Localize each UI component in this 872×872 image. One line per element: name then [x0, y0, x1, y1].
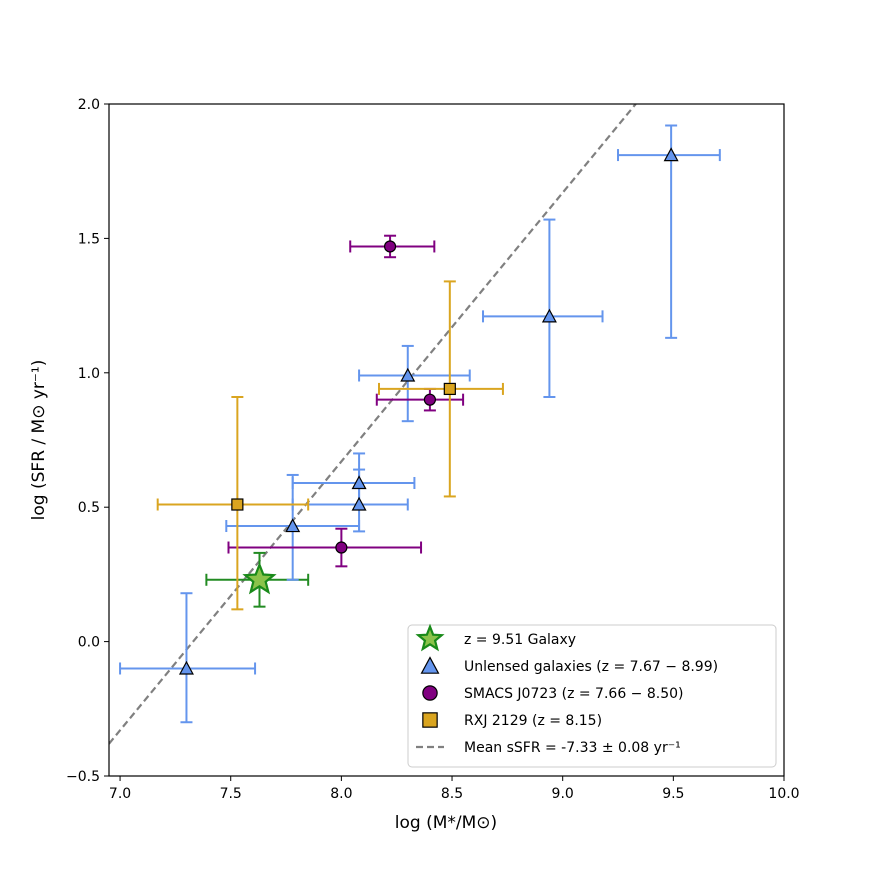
legend-box [407, 624, 777, 768]
error-bar [119, 592, 257, 724]
data-point-triangle [351, 496, 367, 511]
error-bar [291, 452, 416, 506]
y-axis-label: log (SFR / M⊙ yr⁻¹) [29, 360, 49, 521]
x-tick-label: 8.5 [441, 786, 463, 802]
x-axis-label: log (M*/M⊙) [395, 813, 497, 833]
error-bar [482, 218, 604, 398]
data-point-triangle [663, 147, 679, 162]
y-tick-label: 0.5 [78, 500, 100, 516]
legend: z = 9.51 Galaxy Unlensed galaxies (z = 7.… [407, 623, 777, 768]
x-tick-label: 7.5 [220, 786, 242, 802]
data-point-triangle [400, 367, 416, 382]
legend-star-swatch [415, 623, 445, 652]
error-bar [358, 344, 471, 423]
legend-label: Unlensed galaxies (z = 7.67 − 8.99) [464, 659, 718, 675]
error-bar [378, 280, 504, 498]
legend-square-swatch [422, 712, 438, 728]
data-point-circle [423, 393, 437, 406]
mean-ssfr-line [109, 104, 637, 745]
data-point-circle [335, 541, 348, 554]
markers-layer [178, 147, 679, 675]
x-tick-label: 10.0 [768, 786, 799, 802]
error-bar [291, 468, 409, 533]
data-point-square [443, 382, 456, 396]
y-tick-label: −0.5 [66, 769, 100, 785]
fit-line-layer [109, 104, 637, 745]
y-tick-label: 1.0 [78, 366, 100, 382]
data-point-star [242, 561, 277, 595]
plot-frame [108, 103, 785, 777]
error-bar [227, 527, 423, 568]
y-tick-label: 2.0 [78, 97, 100, 113]
y-tick-label: 0.0 [78, 635, 100, 651]
data-point-square [231, 498, 244, 511]
data-point-triangle [178, 660, 194, 675]
data-point-triangle [351, 475, 367, 490]
x-axis-ticks: 7.0 7.5 8.0 8.5 9.0 9.5 10.0 [109, 776, 800, 802]
legend-label: RXJ 2129 (z = 8.15) [464, 713, 602, 729]
legend-label: z = 9.51 Galaxy [464, 632, 576, 648]
x-tick-label: 9.0 [552, 786, 574, 802]
legend-triangle-swatch [420, 656, 440, 674]
data-point-triangle [541, 308, 557, 323]
data-point-triangle [285, 518, 301, 533]
x-tick-label: 9.5 [662, 786, 684, 802]
legend-circle-swatch [422, 685, 438, 701]
x-tick-label: 8.0 [330, 786, 352, 802]
y-tick-label: 1.5 [78, 231, 100, 247]
legend-label: Mean sSFR = -7.33 ± 0.08 yr⁻¹ [464, 740, 681, 756]
y-axis-ticks: −0.5 0.0 0.5 1.0 1.5 2.0 [66, 97, 109, 785]
x-tick-label: 7.0 [109, 786, 131, 802]
data-point-circle [383, 240, 397, 253]
legend-label: SMACS J0723 (z = 7.66 − 8.50) [464, 686, 684, 702]
